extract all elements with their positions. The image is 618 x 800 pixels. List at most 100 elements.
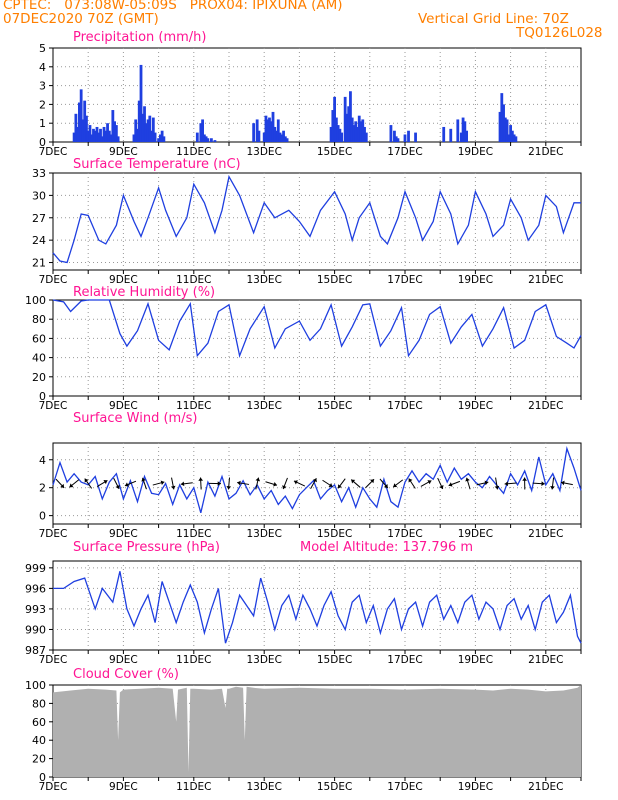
precipitation-bar xyxy=(210,138,213,142)
temperature-ytick-label: 27 xyxy=(32,212,46,225)
precipitation-bar xyxy=(283,136,287,142)
cloud-ytick-label: 0 xyxy=(39,771,46,784)
precipitation-bar xyxy=(449,128,453,142)
precipitation-bar xyxy=(509,125,512,142)
precipitation-bar xyxy=(505,119,509,142)
wind-arrow-head xyxy=(439,485,444,489)
precipitation-bar xyxy=(512,134,516,142)
precipitation-bar xyxy=(403,134,407,142)
precipitation-bar xyxy=(116,136,120,142)
precipitation-bar xyxy=(150,130,153,142)
cloud-date-label: 7DEC xyxy=(39,781,68,793)
humidity-date-label: 13DEC xyxy=(246,400,281,412)
precipitation-bar xyxy=(414,132,417,142)
cloud-title: Cloud Cover (%) xyxy=(73,667,179,682)
precipitation-bar xyxy=(206,138,210,142)
cloud-date-label: 11DEC xyxy=(176,781,211,793)
precipitation-bar xyxy=(158,134,162,142)
precipitation-bar xyxy=(157,138,160,142)
wind-arrow-head xyxy=(448,482,453,487)
precipitation-bar xyxy=(278,132,282,142)
cloud-ytick-label: 20 xyxy=(32,753,46,766)
humidity-line xyxy=(52,299,582,358)
precipitation-bar xyxy=(359,121,363,142)
precipitation-ytick-label: 5 xyxy=(39,42,46,55)
precipitation-bar xyxy=(143,106,146,142)
precipitation-bar xyxy=(86,130,90,142)
cloud-ytick-label: 60 xyxy=(32,716,46,729)
humidity-ytick-label: 40 xyxy=(32,352,46,365)
wind-date-label: 9DEC xyxy=(109,528,138,540)
precipitation-bar xyxy=(113,121,116,142)
precipitation-date-label: 21DEC xyxy=(528,146,563,158)
precipitation-bar xyxy=(146,119,150,142)
precipitation-bar xyxy=(114,125,118,142)
precipitation-date-label: 19DEC xyxy=(458,146,493,158)
cloud-date-label: 17DEC xyxy=(387,781,422,793)
precipitation-bar xyxy=(347,106,351,142)
temperature-title: Surface Temperature (nC) xyxy=(73,157,241,172)
pressure-ytick-label: 996 xyxy=(25,582,46,595)
pressure-date-label: 17DEC xyxy=(387,654,422,666)
precipitation-bar xyxy=(273,126,277,142)
precipitation-bar xyxy=(393,130,396,142)
precipitation-bar xyxy=(285,138,289,142)
precipitation-bar xyxy=(269,121,273,142)
wind-arrow-head xyxy=(226,486,232,490)
wind-arrow-head xyxy=(561,480,565,486)
precipitation-bar xyxy=(72,132,76,142)
precipitation-ytick-label: 1 xyxy=(39,117,46,130)
precipitation-bar xyxy=(463,121,467,142)
wind-arrow-head xyxy=(255,477,261,482)
wind-arrow-head xyxy=(60,483,65,488)
wind-arrow-head xyxy=(180,481,185,487)
precipitation-bar xyxy=(104,130,108,142)
precipitation-bar xyxy=(276,119,280,142)
precipitation-bar xyxy=(102,126,106,142)
wind-arrow-head xyxy=(393,483,398,488)
temperature-ytick-label: 21 xyxy=(32,257,46,270)
precipitation-bar xyxy=(502,104,505,142)
precipitation-ytick-label: 3 xyxy=(39,80,46,93)
precipitation-bar xyxy=(361,119,365,142)
temperature-date-label: 19DEC xyxy=(458,274,493,286)
cloud-date-label: 15DEC xyxy=(317,781,352,793)
precipitation-bar xyxy=(389,125,393,142)
pressure-altitude: Model Altitude: 137.796 m xyxy=(300,540,473,555)
wind-arrow-head xyxy=(124,482,129,487)
wind-date-label: 19DEC xyxy=(458,528,493,540)
pressure-ytick-label: 987 xyxy=(25,644,46,657)
wind-date-label: 15DEC xyxy=(317,528,352,540)
precipitation-bar xyxy=(162,136,166,142)
precipitation-bar xyxy=(456,119,460,142)
precipitation-bar xyxy=(252,123,256,142)
precipitation-frame xyxy=(52,47,582,143)
wind-date-label: 7DEC xyxy=(39,528,68,540)
precipitation-bar xyxy=(442,126,446,142)
precipitation-bar xyxy=(336,125,340,142)
precipitation-bar xyxy=(459,132,463,142)
pressure-date-label: 13DEC xyxy=(246,654,281,666)
header-grid-note: Vertical Grid Line: 70Z xyxy=(418,11,569,27)
precipitation-bar xyxy=(213,140,217,142)
precipitation-bar xyxy=(280,134,284,142)
cloud-date-label: 13DEC xyxy=(246,781,281,793)
precipitation-bar xyxy=(144,123,148,142)
precipitation-bar xyxy=(363,126,366,142)
precipitation-bar xyxy=(465,130,468,142)
precipitation-bar xyxy=(153,132,157,142)
wind-arrow-head xyxy=(273,482,277,487)
wind-arrow-head xyxy=(103,480,108,485)
precipitation-bar xyxy=(396,138,400,142)
header-code: TQ0126L028 xyxy=(516,25,603,41)
temperature-date-label: 11DEC xyxy=(176,274,211,286)
precipitation-bar xyxy=(83,100,87,142)
temperature-date-label: 17DEC xyxy=(387,274,422,286)
precipitation-bar xyxy=(356,126,359,142)
cloud-ytick-label: 100 xyxy=(25,679,46,692)
precipitation-bar xyxy=(204,136,208,142)
precipitation-bar xyxy=(354,121,358,142)
temperature-ytick-label: 30 xyxy=(32,189,46,202)
humidity-date-label: 9DEC xyxy=(109,400,138,412)
wind-arrow-head xyxy=(484,480,489,486)
